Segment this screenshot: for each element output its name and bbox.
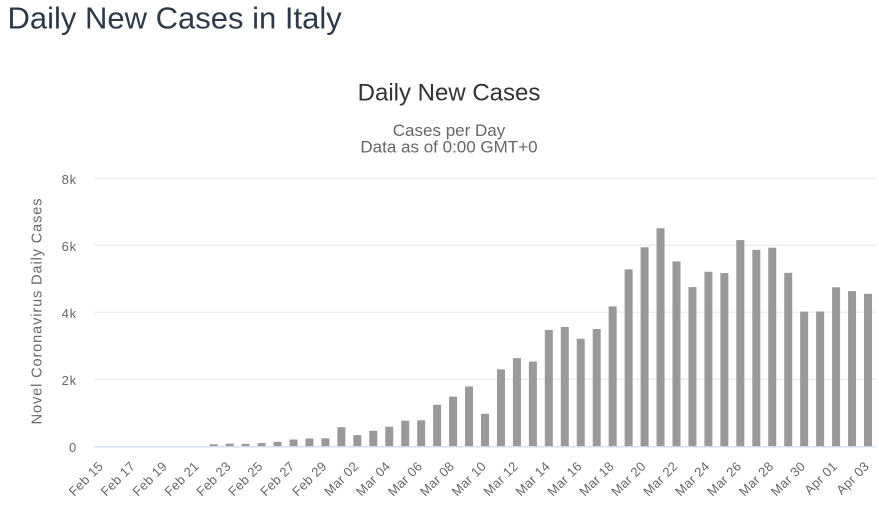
svg-text:Cases per Day: Cases per Day xyxy=(393,121,506,140)
svg-text:Daily New Cases in Italy: Daily New Cases in Italy xyxy=(8,1,343,36)
svg-text:0: 0 xyxy=(69,440,77,455)
svg-text:6k: 6k xyxy=(62,239,77,254)
svg-text:8k: 8k xyxy=(62,172,77,187)
svg-text:Daily New Cases: Daily New Cases xyxy=(358,80,541,107)
svg-text:2k: 2k xyxy=(62,373,77,388)
svg-text:Data as of 0:00 GMT+0: Data as of 0:00 GMT+0 xyxy=(360,137,537,156)
svg-text:4k: 4k xyxy=(62,306,77,321)
svg-text:Novel Coronavirus Daily Cases: Novel Coronavirus Daily Cases xyxy=(29,198,45,425)
